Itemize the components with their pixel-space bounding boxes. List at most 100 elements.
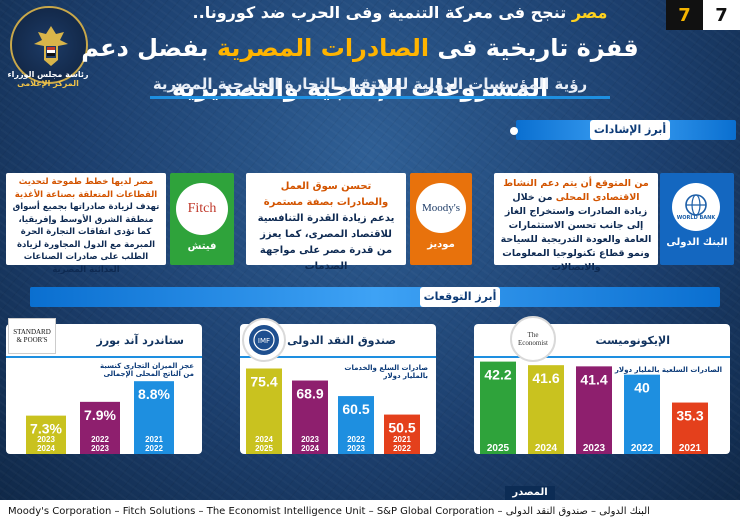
- economist-logo-text: The Economist: [518, 331, 548, 347]
- bar-category-label-0-3: 2022: [631, 443, 654, 454]
- fitch-logo-text: Fitch: [187, 201, 217, 216]
- ribbon-dot: [510, 127, 518, 135]
- fitch-logo: Fitch: [176, 183, 228, 235]
- cabinet-emblem-logo: [10, 6, 88, 84]
- bar-1-1: [292, 380, 328, 454]
- bar-1-2: [338, 396, 374, 454]
- bar-value-label-1-0: 75.4: [250, 374, 277, 390]
- page-title-prefix: قفزة تاريخية فى: [429, 34, 639, 62]
- fitch-text-body: تهدف لزيادة صادراتها بجميع أسواق منطقة ا…: [12, 202, 160, 275]
- bar-category-label-0-4: 2021: [679, 443, 702, 454]
- insight-card-fitch: مصر لديها خطط طموحة لتحديث القطاعات المت…: [6, 173, 166, 275]
- bar-category-label-1-3: 2021: [393, 435, 411, 444]
- bar-value-label-0-2: 41.4: [580, 371, 607, 387]
- bar-value-label-0-4: 35.3: [676, 408, 703, 424]
- economist-logo: The Economist: [510, 316, 556, 362]
- world-bank-text-highlight: من المتوقع أن يتم دعم النشاط الاقتصادى ا…: [503, 178, 649, 203]
- bar-category-label-1-1: 2023: [301, 435, 319, 444]
- bar-0-4: [672, 402, 708, 454]
- bar-0-2: [576, 366, 612, 454]
- bar-0-0: [480, 361, 516, 454]
- bar-category-label-1-2: 2022: [347, 435, 365, 444]
- header-tagline-highlight: مصر: [571, 3, 608, 22]
- bar-category-label-1-2: 2023: [347, 444, 365, 453]
- bar-value-label-0-3: 40: [634, 380, 650, 396]
- bar-category-label-2-1: 2023: [91, 444, 109, 453]
- bar-category-label-1-0: 2024: [255, 435, 273, 444]
- imf-logo: IMF: [242, 318, 286, 362]
- emblem-caption-line-1: رئاسة مجلس الوزراء: [7, 70, 89, 79]
- insights-section-label: أبرز الإشادات: [590, 120, 670, 140]
- bar-value-label-0-1: 41.6: [532, 370, 559, 386]
- bar-1-0: [246, 368, 282, 454]
- bar-value-label-0-0: 42.2: [484, 367, 511, 383]
- bar-category-label-1-3: 2022: [393, 444, 411, 453]
- insight-card-world-bank: من المتوقع أن يتم دعم النشاط الاقتصادى ا…: [494, 173, 658, 273]
- world-bank-logo-text: WORLD BANK: [676, 215, 716, 221]
- world-bank-name: البنك الدولى: [666, 237, 728, 248]
- fitch-tab: Fitch فيتش: [170, 173, 234, 265]
- bar-category-label-2-1: 2022: [91, 435, 109, 444]
- bar-value-label-2-2: 8.8%: [138, 386, 170, 402]
- forecasts-section-label: أبرز التوقعات: [420, 287, 500, 307]
- bar-2-0: [26, 415, 66, 454]
- source-label: المصدر: [505, 486, 555, 500]
- sp-logo: STANDARD & POOR'S: [8, 318, 56, 354]
- bar-category-label-0-1: 2024: [535, 443, 558, 454]
- bar-category-label-2-0: 2024: [37, 444, 55, 453]
- sp-subtitle: عجز الميزان التجارى كنسبة من الناتج المح…: [100, 362, 194, 378]
- moodys-logo: Moody's: [416, 183, 466, 233]
- moodys-text-body: يدعم زيادة القدرة التنافسية للاقتصاد الم…: [257, 213, 395, 272]
- sp-title: ستاندرد آند بورز: [96, 334, 184, 347]
- bar-value-label-2-0: 7.3%: [30, 421, 62, 437]
- issue-number-box: 7 7: [666, 0, 740, 30]
- bar-category-label-2-2: 2021: [145, 435, 163, 444]
- page-title-highlight: الصادرات المصرية: [216, 34, 430, 62]
- imf-divider: [240, 356, 436, 358]
- fitch-name: فيتش: [187, 241, 217, 252]
- economist-title: الإيكونوميست: [595, 334, 670, 347]
- economist-divider: [474, 356, 730, 358]
- moodys-name: موديز: [427, 239, 455, 250]
- moodys-text-highlight: تحسن سوق العمل والصادرات بصفة مستمرة: [263, 181, 389, 208]
- bar-category-label-1-0: 2025: [255, 444, 273, 453]
- bar-value-label-1-1: 68.9: [296, 386, 323, 402]
- header-tagline: مصر تنجح فى معركة التنمية وفى الحرب ضد ك…: [150, 0, 650, 26]
- sources-footer: Moody's Corporation – Fitch Solutions – …: [0, 500, 740, 523]
- imf-seal-text: IMF: [258, 337, 270, 345]
- page-subtitle: رؤية المؤسسات الدولية لمستقبل التجارة ال…: [152, 75, 588, 93]
- sp-divider: [6, 356, 202, 358]
- forecasts-ribbon: [30, 287, 720, 307]
- insight-card-moodys: تحسن سوق العمل والصادرات بصفة مستمرة يدع…: [246, 173, 406, 272]
- moodys-logo-text: Moody's: [421, 202, 461, 214]
- world-bank-text-body: من خلال زيادة الصادرات واستخراج الغاز إل…: [500, 192, 652, 273]
- moodys-text: تحسن سوق العمل والصادرات بصفة مستمرة يدع…: [246, 173, 406, 281]
- bar-0-3: [624, 374, 660, 454]
- issue-number-right: 7: [703, 0, 740, 30]
- fitch-text: مصر لديها خطط طموحة لتحديث القطاعات المت…: [6, 173, 166, 279]
- globe-icon: [685, 194, 707, 216]
- fitch-text-highlight: مصر لديها خطط طموحة لتحديث القطاعات المت…: [14, 177, 158, 200]
- bar-category-label-2-0: 2023: [37, 435, 55, 444]
- bar-value-label-1-3: 50.5: [388, 420, 415, 436]
- bar-2-1: [80, 401, 120, 454]
- world-bank-tab: WORLD BANK البنك الدولى: [660, 173, 734, 265]
- world-bank-text: من المتوقع أن يتم دعم النشاط الاقتصادى ا…: [494, 173, 658, 279]
- bar-category-label-0-2: 2023: [583, 443, 606, 454]
- bar-category-label-1-1: 2024: [301, 444, 319, 453]
- bar-0-1: [528, 365, 564, 454]
- economist-subtitle: الصادرات السلعية بالمليار دولار: [614, 366, 722, 374]
- header-tagline-rest: تنجح فى معركة التنمية وفى الحرب ضد كورون…: [192, 3, 572, 22]
- bar-value-label-1-2: 60.5: [342, 401, 369, 417]
- eagle-icon: [34, 26, 68, 66]
- world-bank-logo: WORLD BANK: [672, 183, 720, 231]
- issue-number-left: 7: [666, 0, 703, 30]
- bar-category-label-2-2: 2022: [145, 444, 163, 453]
- imf-seal-icon: IMF: [249, 325, 279, 355]
- moodys-tab: Moody's موديز: [410, 173, 472, 265]
- bar-2-2: [134, 381, 174, 454]
- bar-value-label-2-1: 7.9%: [84, 407, 116, 423]
- imf-title: صندوق النقد الدولى: [287, 334, 396, 347]
- bar-1-3: [384, 414, 420, 454]
